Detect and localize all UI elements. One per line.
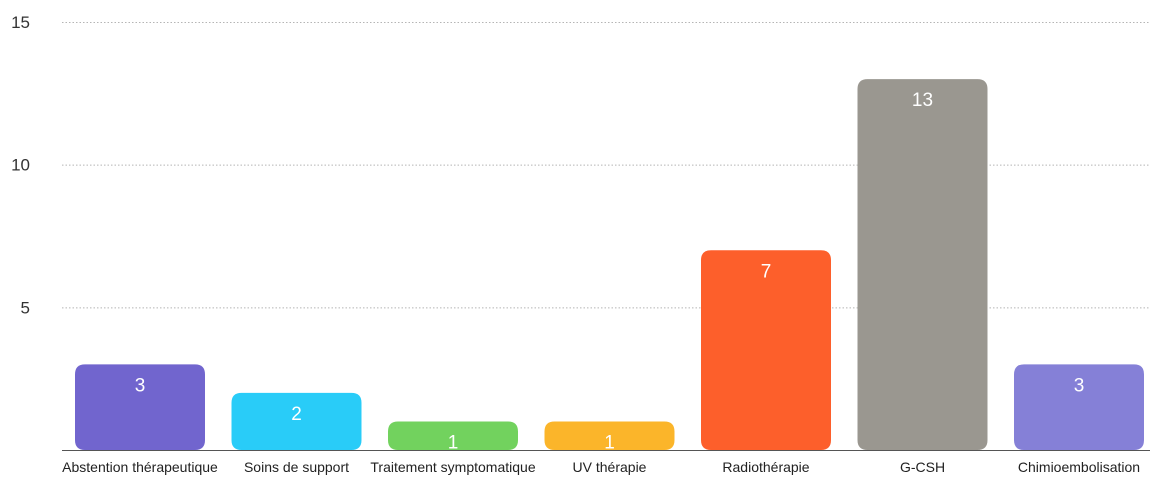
x-category-label: Radiothérapie bbox=[722, 459, 809, 475]
bar-value-label: 2 bbox=[291, 404, 302, 425]
bar bbox=[544, 421, 675, 450]
x-category-label: Traitement symptomatique bbox=[370, 459, 535, 475]
bar-value-label: 1 bbox=[604, 432, 615, 453]
bar-value-label: 3 bbox=[1074, 375, 1085, 396]
x-category-label: Abstention thérapeutique bbox=[62, 459, 218, 475]
bar bbox=[231, 392, 362, 450]
bar bbox=[701, 250, 831, 450]
bar-value-label: 1 bbox=[448, 432, 459, 453]
bar-value-label: 7 bbox=[761, 261, 772, 282]
x-axis-categories: Abstention thérapeutique Soins de support… bbox=[62, 459, 1140, 475]
y-tick-label: 10 bbox=[11, 156, 30, 175]
bar bbox=[1014, 364, 1144, 450]
bar bbox=[75, 364, 205, 450]
y-tick-label: 5 bbox=[21, 298, 30, 317]
y-axis-ticks: 5 10 15 bbox=[11, 13, 30, 317]
x-category-label: Soins de support bbox=[244, 459, 349, 475]
x-category-label: Chimioembolisation bbox=[1018, 459, 1140, 475]
y-tick-label: 15 bbox=[11, 13, 30, 32]
data-labels: 3 2 1 1 7 13 3 bbox=[135, 90, 1085, 453]
bar-value-label: 13 bbox=[912, 90, 933, 111]
x-category-label: UV thérapie bbox=[573, 459, 647, 475]
bar bbox=[388, 421, 518, 450]
bar-value-label: 3 bbox=[135, 375, 146, 396]
bar bbox=[857, 79, 988, 451]
x-category-label: G-CSH bbox=[900, 459, 945, 475]
bars bbox=[75, 79, 1144, 451]
